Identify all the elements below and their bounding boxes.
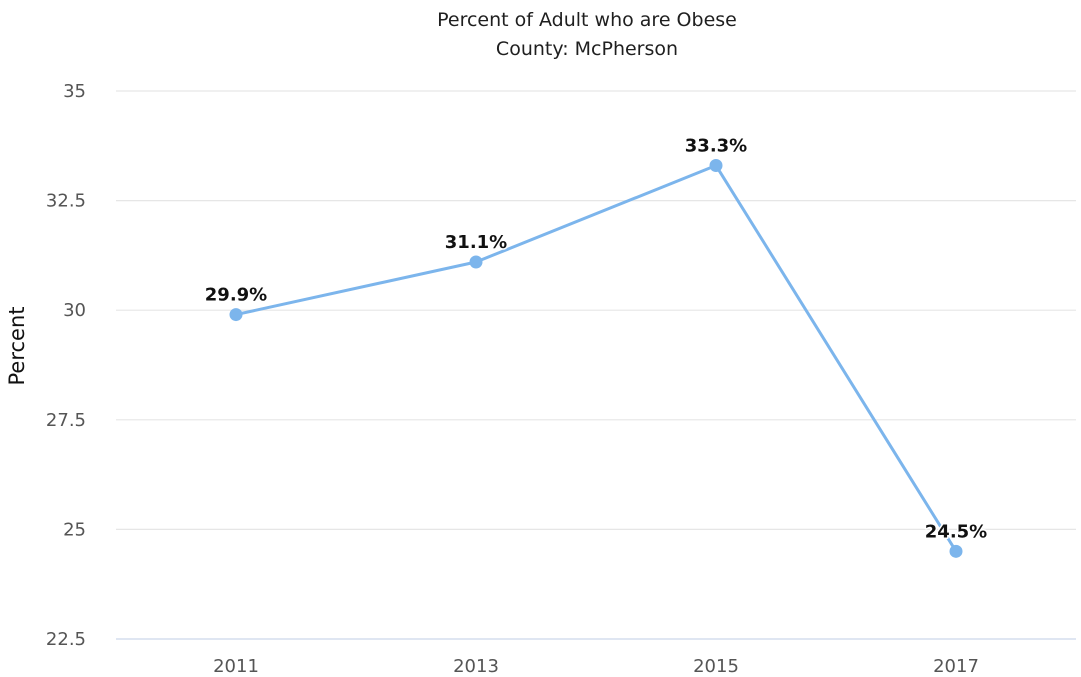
data-label: 31.1% [445,232,507,253]
x-tick-label: 2011 [213,656,259,677]
y-axis-label: Percent [5,306,29,385]
y-tick-label: 25 [63,519,86,540]
data-label: 33.3% [685,136,747,157]
data-point [469,255,483,269]
data-label: 24.5% [925,521,987,542]
series-line [234,164,958,553]
data-point [229,308,243,322]
y-axis-ticks: 22.5 25 27.5 30 32.5 35 [46,81,86,650]
y-tick-label: 35 [63,81,86,102]
x-tick-label: 2017 [933,656,979,677]
y-tick-label: 27.5 [46,410,86,431]
x-tick-label: 2013 [453,656,499,677]
x-axis-ticks: 2011 2013 2015 2017 [213,656,979,677]
y-tick-label: 30 [63,300,86,321]
chart-subtitle: County: McPherson [496,38,678,60]
gridlines [116,90,1076,640]
data-labels-layer: 29.9% 31.1% 33.3% 24.5% [203,134,988,544]
points-layer [229,159,963,558]
data-label: 29.9% [205,285,267,306]
y-tick-label: 22.5 [46,629,86,650]
data-point [709,159,723,173]
chart-title: Percent of Adult who are Obese [437,9,737,31]
data-point [949,544,963,558]
series-layer [234,164,958,553]
y-tick-label: 32.5 [46,191,86,212]
x-tick-label: 2015 [693,656,739,677]
